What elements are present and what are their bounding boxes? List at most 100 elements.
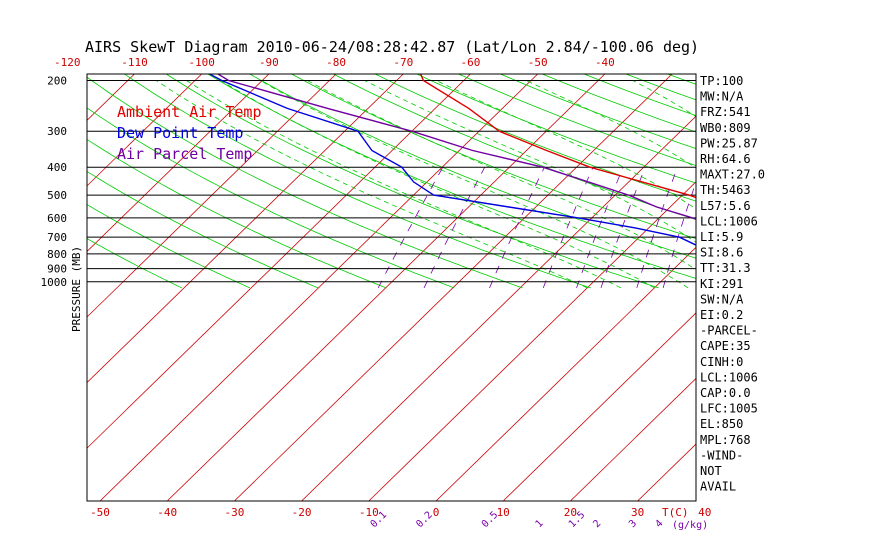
dry-adiabat-line [87,171,319,289]
plot-frame [86,73,697,502]
mixing-ratio-line [851,167,869,288]
pressure-tick-label: 600 [47,212,67,225]
mixing-ratio-lines [377,167,869,289]
dry-adiabat-line [248,74,696,259]
sounding-index: TP:100 [700,74,743,88]
sounding-index: AVAIL [700,480,736,494]
sounding-index: LCL:1006 [700,370,758,384]
mixing-ratio-label: 2 [591,518,603,530]
dry-adiabat-line [755,0,870,288]
sounding-index: NOT [700,464,722,478]
dry-adiabat-line [87,204,251,289]
legend: Ambient Air Temp Dew Point Temp Air Parcel… [117,103,262,163]
bottom-temp-tick-label: 30 [631,506,644,519]
isotherm-line [87,74,270,252]
mixing-ratio-line [600,167,646,289]
dry-adiabat-line [290,74,696,240]
moist-adiabat-line [822,81,870,288]
chart-title: AIRS SkewT Diagram 2010-06-24/08:28:42.8… [85,38,699,56]
sounding-index: TT:31.3 [700,261,751,275]
sounding-index: PW:25.87 [700,136,758,150]
dry-adiabat-line [790,0,870,288]
pressure-tick-label: 1000 [41,276,68,289]
sounding-index: LCL:1006 [700,214,758,228]
top-temp-tick-label: -90 [259,56,279,69]
dry-adiabat-line [374,74,696,202]
isotherm-line [87,74,337,318]
moist-adiabats [155,80,870,289]
pressure-tick-label: 500 [47,189,67,202]
pressure-tick-label: 400 [47,161,67,174]
sounding-index: WB0:809 [700,121,751,135]
sounding-index: KI:291 [700,277,743,291]
isotherm-line [87,74,202,187]
temp-unit-label: T(C) [662,506,689,519]
sounding-index: LFC:1005 [700,402,758,416]
isotherm-line [87,74,404,384]
series-line [419,74,696,199]
series-line [216,74,696,220]
top-temp-tick-label: -120 [54,56,81,69]
sounding-index: FRZ:541 [700,105,751,119]
pressure-tick-label: 300 [47,125,67,138]
mixing-ratio-line [576,167,624,289]
series-line [208,74,696,246]
sounding-index: CAPE:35 [700,339,751,353]
bottom-temp-tick-label: -20 [292,506,312,519]
plot-grid [87,0,870,501]
sounding-index: TH:5463 [700,183,751,197]
isotherm-line [87,74,471,449]
mixing-ratio-label: 1 [534,518,546,530]
mixing-ratio-label: 4 [653,518,665,530]
isotherm-line [502,312,696,501]
mixing-ratio-line [772,167,799,288]
sounding-index: SI:8.6 [700,246,743,260]
isotherm-line [570,377,696,501]
mixing-ratio-line [423,167,486,289]
top-temp-tick-labels: -120 -110 -100 -90 -80 -70 -60 -50 -40 [54,56,615,69]
mixing-ratio-labels: 0.1 0.2 0.5 1 1.5 2 3 4 [369,510,666,531]
moist-adiabat-line [260,80,689,289]
isotherm-line [368,181,696,501]
moist-adiabat-line [525,80,696,169]
sounding-index: MAXT:27.0 [700,168,765,182]
dry-adiabat-line [582,74,696,117]
top-temp-tick-label: -50 [528,56,548,69]
dry-adiabat-line [825,0,870,288]
moist-adiabat-line [307,80,696,271]
top-temp-tick-label: -110 [121,56,148,69]
dry-adiabat-line [87,138,387,289]
sounding-index: MW:N/A [700,90,744,104]
pressure-tick-label: 200 [47,75,67,88]
dry-adiabat-line [123,74,591,289]
dry-adiabat-line [165,74,659,289]
isotherm-line [772,74,870,501]
bottom-temp-tick-label: 10 [497,506,510,519]
y-axis-label: PRESSURE (MB) [70,246,83,332]
top-temp-tick-label: -100 [188,56,215,69]
moist-adiabat-line [220,80,655,289]
bottom-temp-tick-label: -30 [224,506,244,519]
dry-adiabat-line [457,74,696,167]
dry-adiabat-line [87,107,455,289]
mixing-ratio-unit-label: (g/kg) [672,520,708,531]
legend-entry: Ambient Air Temp [117,103,262,121]
top-temp-tick-label: -40 [595,56,615,69]
sounding-index: CINH:0 [700,355,743,369]
sounding-index: EL:850 [700,417,743,431]
mixing-ratio-line [377,167,444,289]
sounding-index: -PARCEL- [700,324,758,338]
dry-adiabat-line [87,76,523,289]
sounding-series [208,74,696,246]
moist-adiabat-line [364,80,696,243]
pressure-tick-label: 800 [47,248,67,261]
sounding-index: MPL:768 [700,433,751,447]
legend-entry: Air Parcel Temp [117,145,252,163]
mixing-ratio-line [489,167,545,289]
top-temp-tick-label: -80 [326,56,346,69]
bottom-temp-tick-labels: -50 -40 -30 -20 -10 0 10 20 30 40 [90,506,711,519]
sounding-index: RH:64.6 [700,152,751,166]
